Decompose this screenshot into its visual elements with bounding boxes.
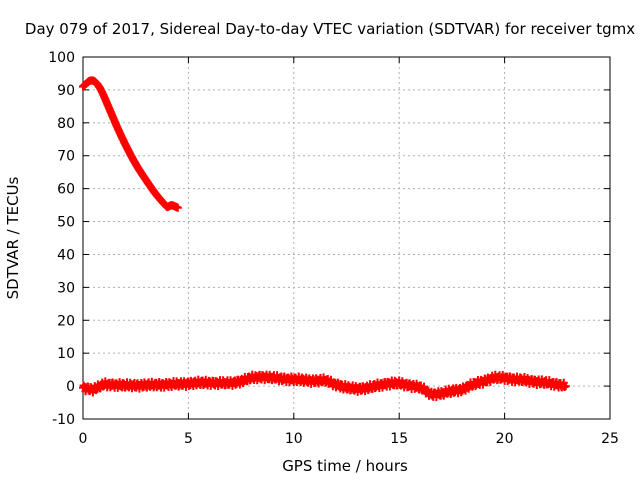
y-axis-title: SDTVAR / TECUs	[4, 176, 22, 299]
x-tick-label: 20	[496, 431, 514, 447]
y-tick-label: 80	[57, 116, 75, 132]
y-tick-label: 100	[48, 50, 75, 66]
data-points	[79, 76, 570, 402]
y-tick-label: 60	[57, 182, 75, 198]
x-tick-label: 25	[601, 431, 619, 447]
x-axis-title: GPS time / hours	[282, 457, 408, 475]
y-tick-label: 0	[66, 379, 75, 395]
plot-frame	[82, 56, 611, 420]
data-point	[561, 382, 570, 391]
y-tick-label: 40	[57, 247, 75, 263]
x-tick-label: 10	[285, 431, 303, 447]
data-point	[173, 203, 182, 212]
y-tick-label: 20	[57, 313, 75, 329]
y-tick-label: 10	[57, 346, 75, 362]
y-tick-label: 30	[57, 280, 75, 296]
chart-title: Day 079 of 2017, Sidereal Day-to-day VTE…	[25, 20, 635, 38]
y-tick-label: 90	[57, 83, 75, 99]
y-tick-label: 50	[57, 215, 75, 231]
x-tick-label: 0	[79, 431, 88, 447]
x-tick-label: 15	[390, 431, 408, 447]
y-tick-label: 70	[57, 149, 75, 165]
x-tick-label: 5	[184, 431, 193, 447]
y-tick-label: -10	[52, 412, 75, 428]
grid	[83, 57, 610, 419]
